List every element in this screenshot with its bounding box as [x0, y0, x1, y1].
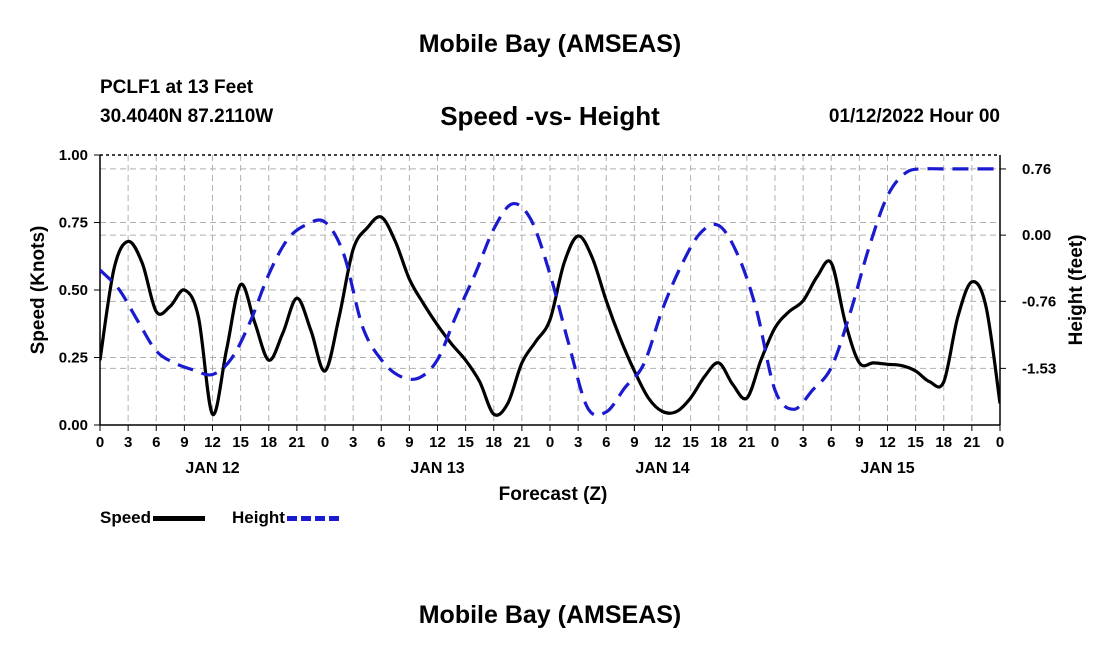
series-line-speed: [100, 215, 1000, 417]
x-tick-label: 18: [485, 434, 502, 451]
x-tick-label: 15: [682, 434, 699, 451]
y-tick-label: 0.00: [59, 417, 88, 434]
x-date-label: JAN 14: [635, 460, 689, 477]
x-tick-label: 0: [321, 434, 329, 451]
series-line-height: [100, 167, 1000, 417]
x-tick-label: 21: [289, 434, 306, 451]
chart-main-title: Mobile Bay (AMSEAS): [418, 30, 682, 58]
y2-tick-label: -0.76: [1022, 293, 1056, 310]
y-tick-label: 0.75: [59, 215, 88, 232]
x-tick-label: 18: [260, 434, 277, 451]
x-tick-label: 0: [996, 434, 1004, 451]
x-date-label: JAN 12: [185, 460, 239, 477]
y-tick-label: 0.25: [59, 350, 88, 367]
x-tick-label: 9: [630, 434, 638, 451]
x-tick-label: 15: [232, 434, 249, 451]
x-tick-label: 6: [377, 434, 385, 451]
y-axis-title: Speed (Knots): [28, 226, 49, 355]
legend-speed-swatch: [153, 515, 206, 521]
y2-tick-label: 0.76: [1022, 161, 1051, 178]
x-tick-label: 12: [879, 434, 896, 451]
x-tick-label: 0: [96, 434, 104, 451]
x-tick-label: 0: [546, 434, 554, 451]
x-tick-label: 15: [907, 434, 924, 451]
x-tick-label: 18: [935, 434, 952, 451]
x-tick-label: 21: [739, 434, 756, 451]
station-coordinates: 30.4040N 87.2110W: [100, 106, 274, 127]
x-tick-label: 18: [710, 434, 727, 451]
y-tick-label: 1.00: [59, 147, 88, 164]
x-tick-label: 3: [799, 434, 807, 451]
x-axis-title: Forecast (Z): [499, 484, 608, 505]
forecast-timestamp: 01/12/2022 Hour 00: [828, 106, 1000, 127]
repeated-chart-title: Mobile Bay (AMSEAS): [418, 601, 682, 629]
x-tick-label: 12: [204, 434, 221, 451]
x-tick-label: 21: [514, 434, 531, 451]
x-tick-label: 0: [771, 434, 779, 451]
x-date-label: JAN 13: [410, 460, 464, 477]
x-tick-label: 9: [180, 434, 188, 451]
y-tick-label: 0.50: [59, 282, 88, 299]
x-tick-label: 6: [602, 434, 610, 451]
legend-speed-label: Speed: [100, 508, 152, 527]
y2-tick-label: -1.53: [1022, 360, 1056, 377]
legend-height: Height: [232, 508, 339, 528]
x-tick-label: 3: [124, 434, 132, 451]
x-tick-label: 6: [152, 434, 160, 451]
x-tick-label: 9: [855, 434, 863, 451]
x-tick-label: 12: [654, 434, 671, 451]
station-label: PCLF1 at 13 Feet: [100, 77, 254, 98]
x-tick-label: 3: [574, 434, 582, 451]
x-tick-label: 6: [827, 434, 835, 451]
x-tick-label: 21: [964, 434, 981, 451]
chart-subtitle: Speed -vs- Height: [440, 101, 660, 131]
x-tick-label: 15: [457, 434, 474, 451]
legend-height-swatch: [286, 515, 339, 521]
x-tick-label: 9: [405, 434, 413, 451]
x-tick-label: 3: [349, 434, 357, 451]
y2-tick-label: 0.00: [1022, 227, 1051, 244]
legend-height-label: Height: [232, 508, 285, 527]
x-tick-label: 12: [429, 434, 446, 451]
legend-speed: Speed: [100, 508, 206, 528]
y2-axis-title: Height (feet): [1066, 235, 1087, 346]
x-date-label: JAN 15: [860, 460, 914, 477]
